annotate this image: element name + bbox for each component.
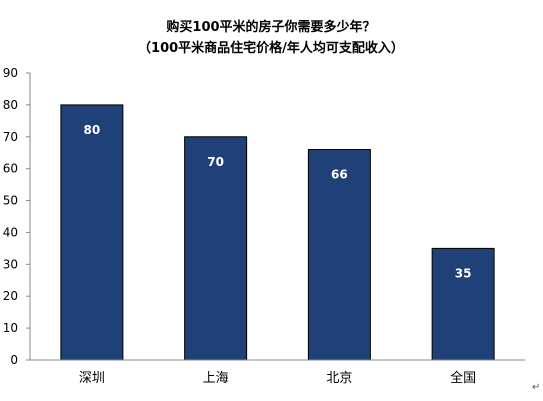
x-tick-label: 上海	[203, 371, 229, 386]
y-tick-label: 70	[3, 130, 18, 144]
x-tick-label: 北京	[326, 371, 352, 386]
y-tick-label: 90	[3, 66, 18, 80]
paragraph-mark: ↵	[532, 382, 540, 393]
y-tick-label: 10	[3, 321, 18, 335]
bar	[184, 136, 248, 361]
chart-title: 购买100平米的房子你需要多少年？	[166, 19, 375, 35]
bar-value-label: 70	[207, 155, 224, 169]
bars-group	[60, 104, 495, 361]
bar-value-label: 80	[84, 123, 101, 137]
data-labels-group: 80 70 66 35	[84, 123, 472, 281]
x-tick-label: 全国	[450, 370, 476, 386]
x-tick-label: 深圳	[79, 371, 105, 386]
bar	[60, 104, 124, 361]
y-tick-label: 0	[10, 353, 18, 367]
y-axis-ticks: 0 10 20 30 40 50 60 70 80 90	[3, 66, 30, 367]
y-tick-label: 80	[3, 98, 18, 112]
bar	[307, 149, 371, 361]
y-tick-label: 50	[3, 194, 18, 208]
bar	[431, 247, 495, 361]
x-axis-labels: 深圳 上海 北京 全国	[79, 370, 476, 386]
bar-value-label: 66	[331, 168, 348, 182]
y-tick-label: 60	[3, 162, 18, 176]
y-tick-label: 40	[3, 225, 18, 239]
chart-subtitle: （100平米商品住宅价格/年人均可支配收入）	[138, 40, 404, 56]
bar-value-label: 35	[455, 266, 472, 280]
y-tick-label: 20	[3, 289, 18, 303]
y-tick-label: 30	[3, 257, 18, 271]
